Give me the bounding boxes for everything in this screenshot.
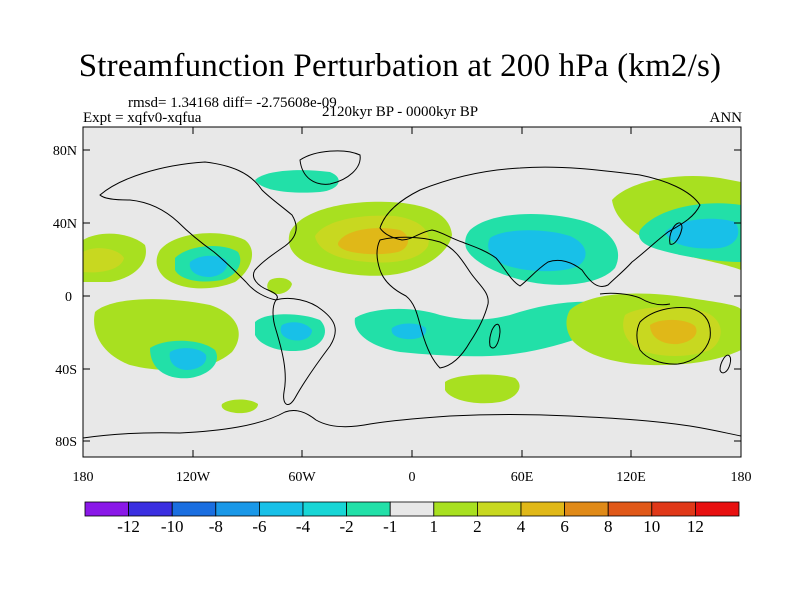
- contour-southern-green-1: [445, 374, 520, 404]
- colorbar-swatch: [520, 501, 565, 517]
- experiment-label: Expt = xqfv0-xqfua: [83, 110, 202, 126]
- colorbar-label: -4: [296, 517, 311, 536]
- colorbar-swatch: [564, 501, 609, 517]
- coastlines: [83, 150, 741, 439]
- contour-samerica-blue: [280, 322, 312, 341]
- lon-label-60w: 60W: [288, 470, 316, 485]
- lon-label-0: 0: [409, 470, 416, 485]
- colorbar-swatch: [607, 501, 653, 517]
- colorbar-label: -12: [117, 517, 140, 536]
- colorbar-swatch: [651, 501, 696, 517]
- lon-label-120e: 120E: [616, 470, 646, 485]
- lat-label-80n: 80N: [53, 144, 77, 159]
- colorbar-swatch: [476, 501, 522, 517]
- coast-north-america: [99, 161, 297, 301]
- coast-eurasia: [379, 166, 701, 287]
- coast-australia: [636, 307, 711, 365]
- colorbar-swatch: [695, 501, 740, 517]
- coast-indonesia: [599, 292, 671, 306]
- lat-label-80s: 80S: [55, 435, 77, 450]
- coast-antarctica: [83, 409, 741, 439]
- contour-cpacific-green: [267, 277, 292, 294]
- coast-madagascar: [489, 323, 501, 349]
- coast-new-zealand: [719, 354, 731, 374]
- colorbar-label: -8: [209, 517, 223, 536]
- lon-label-120w: 120W: [176, 470, 211, 485]
- coast-japan: [669, 222, 683, 245]
- colorbar-swatch: [302, 501, 347, 517]
- colorbar-swatch: [215, 501, 260, 517]
- contour-spacific-blue: [169, 348, 207, 370]
- coast-greenland: [299, 150, 361, 185]
- colorbar-label: 4: [517, 517, 526, 536]
- lat-label-eq: 0: [65, 290, 72, 305]
- axis-ticks: [82, 127, 742, 457]
- coast-south-america: [272, 297, 336, 406]
- colorbar-swatch: [128, 501, 173, 517]
- colorbar-label: 2: [473, 517, 482, 536]
- colorbar-swatch: [389, 501, 435, 517]
- colorbar-label: 6: [560, 517, 569, 536]
- colorbar-label: 1: [430, 517, 439, 536]
- contour-wpacific-orange: [83, 248, 124, 273]
- map-title: Streamfunction Perturbation at 200 hPa (…: [78, 48, 722, 84]
- colorbar-swatch: [171, 501, 217, 517]
- colorbar-label: 12: [687, 517, 704, 536]
- lon-label-60e: 60E: [511, 470, 534, 485]
- rmsd-stats: rmsd= 1.34168 diff= -2.75608e-09: [128, 95, 337, 111]
- contour-npacific-blue: [665, 218, 739, 249]
- contour-satlantic-blue: [391, 323, 427, 340]
- colorbar: -12 -10 -8 -6 -4 -2 -1 1 2 4 6 8 10 12: [84, 501, 740, 536]
- colorbar-swatch: [433, 501, 478, 517]
- contour-australia-orange: [650, 319, 697, 345]
- colorbar-label: -1: [383, 517, 397, 536]
- colorbar-label: 8: [604, 517, 613, 536]
- colorbar-swatch: [346, 501, 391, 517]
- lon-label-180w: 180: [73, 470, 94, 485]
- contour-epacific-blue: [189, 255, 228, 277]
- contour-atlantic-orange: [337, 228, 409, 255]
- lat-label-40n: 40N: [53, 217, 77, 232]
- colorbar-swatch: [84, 501, 129, 517]
- lat-label-40s: 40S: [55, 363, 77, 378]
- period-label: 2120kyr BP - 0000kyr BP: [322, 104, 479, 120]
- colorbar-label: 10: [643, 517, 660, 536]
- plot-background: [83, 127, 741, 457]
- lon-label-180e: 180: [731, 470, 752, 485]
- colorbar-label: -2: [340, 517, 354, 536]
- season-label: ANN: [709, 110, 743, 126]
- colorbar-label: -10: [161, 517, 184, 536]
- colorbar-label: -6: [252, 517, 266, 536]
- colorbar-swatch: [258, 501, 304, 517]
- contour-arctic-green: [255, 170, 339, 193]
- coast-africa: [376, 236, 489, 369]
- contour-southern-green-2: [221, 399, 258, 414]
